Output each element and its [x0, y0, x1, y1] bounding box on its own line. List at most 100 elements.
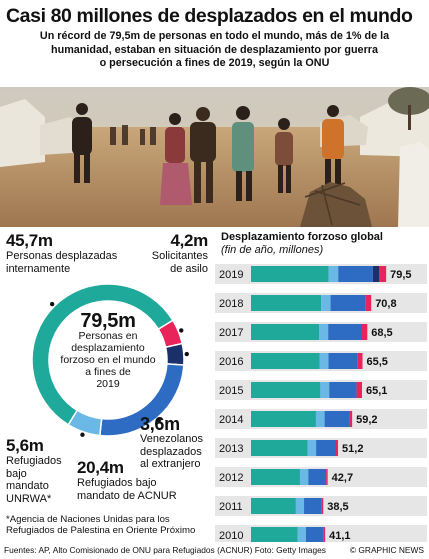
- bar-category-label: 2012: [219, 472, 243, 484]
- bar-segment-internal: [251, 469, 300, 485]
- bar-segment-unrwa: [320, 382, 330, 398]
- stat-value: 20,4m: [77, 458, 124, 477]
- bar-value-label: 51,2: [342, 443, 363, 455]
- stat-internal: 45,7m Personas desplazadas internamente: [6, 232, 117, 275]
- bar-category-label: 2015: [219, 385, 243, 397]
- stat-label: Venezolanos: [140, 433, 203, 445]
- bar-segment-unrwa: [299, 469, 309, 485]
- footnote-line: Refugiados de Palestina en Oriente Próxi…: [6, 525, 196, 536]
- bar-segment-acnur: [329, 382, 357, 398]
- stat-label: UNRWA*: [6, 492, 52, 505]
- leader-dot-internal: [49, 301, 55, 307]
- page-subtitle: Un récord de 79,5m de personas en todo e…: [10, 30, 419, 71]
- bar-segment-acnur: [324, 411, 350, 427]
- bar-value-label: 42,7: [332, 472, 353, 484]
- bar-category-label: 2017: [219, 327, 243, 339]
- footnote-line: *Agencia de Naciones Unidas para los: [6, 514, 170, 525]
- bar-segment-acnur: [328, 353, 358, 369]
- stat-label: bajo: [6, 467, 27, 480]
- bar-category-label: 2019: [219, 269, 243, 281]
- donut-leaders: [49, 301, 189, 437]
- subtitle-line: Un récord de 79,5m de personas en todo e…: [39, 30, 390, 42]
- bar-segment-unrwa: [295, 498, 305, 514]
- chart-title-block: Desplazamiento forzoso global (fin de añ…: [221, 231, 426, 257]
- bar-category-label: 2014: [219, 414, 243, 426]
- bar-segment-unrwa: [319, 324, 329, 340]
- bar-category-label: 2013: [219, 443, 243, 455]
- bar-segment-unrwa: [315, 411, 325, 427]
- bar-value-label: 79,5: [390, 269, 411, 281]
- total-label: forzoso en el mundo: [60, 354, 156, 366]
- bar-segment-internal: [251, 527, 298, 542]
- bar-segment-acnur: [308, 469, 327, 485]
- bar-value-label: 65,5: [367, 356, 388, 368]
- leader-dot-asylum: [179, 328, 184, 333]
- stat-value: 4,2m: [170, 231, 208, 250]
- bar-segment-internal: [251, 324, 319, 340]
- donut-segment-internal: [31, 283, 174, 426]
- donut-segment-venezuela: [164, 342, 185, 366]
- bar-segment-asylum: [357, 353, 363, 369]
- stat-label: Refugiados bajo: [77, 477, 157, 489]
- leader-dot-acnur: [156, 418, 161, 423]
- total-label: Personas en: [78, 330, 138, 342]
- stat-value: 3,6m: [140, 414, 180, 434]
- bar-segment-asylum: [326, 469, 328, 485]
- bar-segment-unrwa: [307, 440, 317, 456]
- bar-segment-internal: [251, 295, 322, 311]
- bar-value-label: 59,2: [356, 414, 377, 426]
- bar-segment-acnur: [330, 295, 366, 311]
- bar-category-label: 2016: [219, 356, 243, 368]
- bar-segment-unrwa: [319, 353, 329, 369]
- bar-segment-unrwa: [321, 295, 331, 311]
- bar-segment-asylum: [379, 266, 387, 282]
- bar-segment-acnur: [316, 440, 336, 456]
- stat-label: mandato de ACNUR: [77, 489, 177, 502]
- chart-title: Desplazamiento forzoso global: [221, 231, 383, 243]
- stat-label: Solicitantes: [151, 250, 208, 262]
- bar-value-label: 38,5: [327, 501, 348, 513]
- bar-segment-internal: [251, 440, 308, 456]
- stat-venezuela: 3,6m Venezolanos desplazados al extranje…: [140, 415, 218, 471]
- bar-segment-unrwa: [328, 266, 339, 282]
- stat-label: Refugiados: [6, 455, 62, 467]
- bar-segment-asylum: [362, 324, 368, 340]
- stat-label: mandato: [6, 480, 49, 492]
- page-title: Casi 80 millones de desplazados en el mu…: [6, 5, 413, 27]
- stat-acnur: 20,4m Refugiados bajo mandato de ACNUR: [77, 459, 177, 502]
- brand-credit: © GRAPHIC NEWS: [349, 545, 424, 555]
- donut-segments: [31, 283, 185, 437]
- bar-segment-venezuela: [372, 266, 380, 282]
- leader-dot-venezuela: [184, 351, 189, 357]
- bar-segment-acnur: [328, 324, 363, 340]
- bar-segment-asylum: [349, 411, 353, 427]
- stat-label: internamente: [6, 262, 71, 275]
- bar-segment-internal: [251, 498, 296, 514]
- bar-segment-acnur: [305, 527, 324, 542]
- bar-rows: 2019 79,5 2018 70,8 2017 68,5 2016 65,5 2015 65,1…: [215, 264, 427, 542]
- subtitle-line: humanidad, estaban en situación de despl…: [51, 43, 378, 56]
- bar-segment-acnur: [304, 498, 322, 514]
- bar-category-label: 2011: [219, 501, 243, 513]
- source-credit: Fuentes: AP, Alto Comisionado de ONU par…: [4, 545, 326, 555]
- stat-value: 45,7m: [6, 231, 53, 250]
- total-value: 79,5m: [80, 310, 136, 332]
- bar-value-label: 68,5: [371, 327, 392, 339]
- bar-segment-internal: [251, 382, 321, 398]
- total-label: a fines de: [85, 366, 131, 378]
- stat-asylum: 4,2m Solicitantes de asilo: [130, 231, 209, 275]
- chart-subtitle: (fin de año, millones): [221, 244, 324, 256]
- bar-segment-asylum: [321, 498, 324, 514]
- bar-segment-asylum: [323, 527, 326, 542]
- leader-dot-unrwa: [80, 432, 85, 437]
- stat-value: 5,6m: [6, 436, 44, 455]
- stat-label: al extranjero: [140, 458, 201, 470]
- bar-segment-asylum: [365, 295, 372, 311]
- total-label: 2019: [96, 378, 120, 390]
- bar-value-label: 41,1: [329, 530, 350, 542]
- bar-category-label: 2010: [219, 530, 243, 542]
- stat-label: de asilo: [170, 262, 208, 275]
- total-label: desplazamiento: [71, 342, 145, 354]
- bar-chart: 2019 79,5 2018 70,8 2017 68,5 2016 65,5 2015 65,1…: [215, 264, 427, 542]
- bar-value-label: 65,1: [366, 385, 387, 397]
